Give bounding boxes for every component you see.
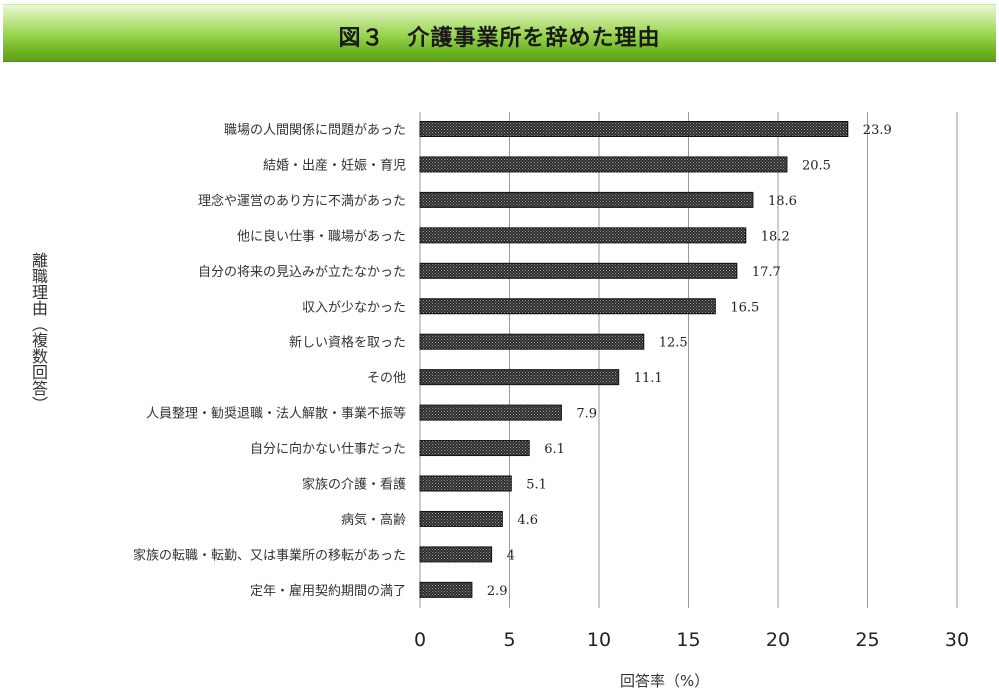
category-label: 家族の介護・看護 <box>302 477 406 493</box>
value-label: 11.1 <box>634 371 663 386</box>
value-label: 4.6 <box>517 513 538 528</box>
value-label: 23.9 <box>863 123 892 138</box>
x-axis-title: 回答率（%） <box>620 672 710 690</box>
title-banner: 図３ 介護事業所を辞めた理由 <box>3 4 996 62</box>
y-axis-title: 離職理由（複数回答） <box>29 252 48 412</box>
x-tick-label: 10 <box>587 629 611 651</box>
chart-title: 図３ 介護事業所を辞めた理由 <box>338 26 661 51</box>
gridlines <box>419 112 958 608</box>
x-tick-label: 0 <box>414 629 426 651</box>
category-label: 収入が少なかった <box>302 300 406 315</box>
category-label: 家族の転職・転勤、又は事業所の移転があった <box>133 547 406 563</box>
x-tick-label: 20 <box>766 629 790 651</box>
x-tick-label: 30 <box>945 629 969 651</box>
bar <box>419 227 747 244</box>
x-tick-label: 15 <box>676 629 700 651</box>
category-label: 人員整理・勧奨退職・法人解散・事業不振等 <box>146 406 406 422</box>
category-label: 結婚・出産・妊娠・育児 <box>263 157 406 173</box>
value-label: 20.5 <box>802 158 831 173</box>
x-tick-labels: 0 5 10 15 20 25 30 <box>414 629 969 651</box>
bar <box>419 510 503 527</box>
bars <box>419 121 849 598</box>
value-label: 7.9 <box>576 407 597 422</box>
bar <box>419 156 788 173</box>
category-labels: 職場の人間関係に問題があった結婚・出産・妊娠・育児理念や運営のあり方に不満があっ… <box>133 123 406 599</box>
x-tick-label: 5 <box>503 629 515 651</box>
value-label: 4 <box>507 548 515 563</box>
category-label: 自分に向かない仕事だった <box>250 441 406 457</box>
value-label: 12.5 <box>659 336 688 351</box>
value-labels: 23.9 20.5 18.6 18.2 17.7 16.5 12.5 11.1 7.9 6.1 5.… <box>487 123 892 599</box>
category-label: 職場の人間関係に問題があった <box>224 123 406 138</box>
bar <box>419 546 493 563</box>
category-label: 自分の将来の見込みが立たなかった <box>198 265 406 280</box>
category-label: 理念や運営のあり方に不満があった <box>198 193 406 209</box>
category-label: 定年・雇用契約期間の満了 <box>250 583 406 599</box>
value-label: 18.6 <box>768 194 797 209</box>
bar <box>419 581 473 598</box>
category-label: 他に良い仕事・職場があった <box>237 228 406 244</box>
bar <box>419 262 738 279</box>
category-label: 病気・高齢 <box>341 512 406 528</box>
value-label: 6.1 <box>544 442 565 457</box>
bar <box>419 369 620 386</box>
bar <box>419 298 716 315</box>
bar <box>419 333 645 350</box>
bar <box>419 475 512 492</box>
value-label: 17.7 <box>752 265 781 280</box>
category-label: 新しい資格を取った <box>289 335 406 351</box>
bar <box>419 440 530 457</box>
bar <box>419 404 562 421</box>
value-label: 18.2 <box>761 229 790 244</box>
bar <box>419 121 849 137</box>
value-label: 5.1 <box>526 478 547 493</box>
value-label: 16.5 <box>730 300 759 315</box>
category-label: その他 <box>367 371 406 386</box>
x-tick-label: 25 <box>855 629 879 651</box>
value-label: 2.9 <box>487 584 508 599</box>
bar <box>419 191 754 208</box>
